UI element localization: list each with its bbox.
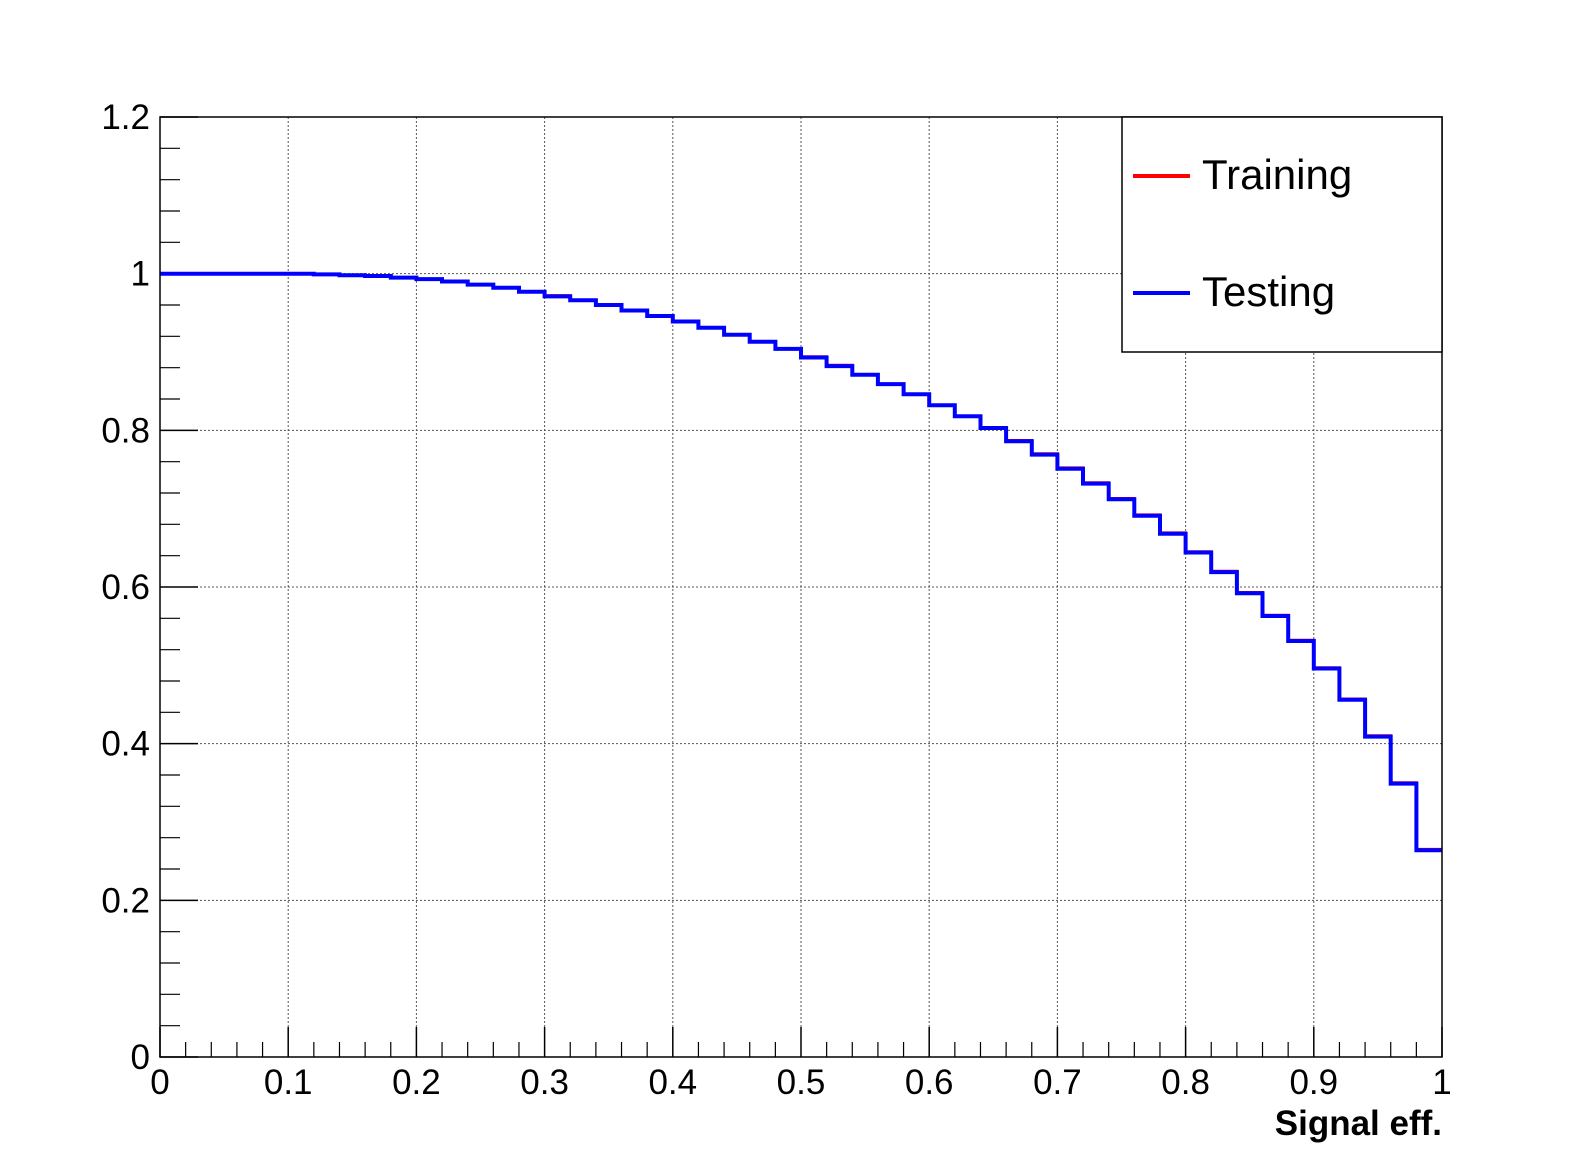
x-tick-label: 0 [150,1063,169,1102]
x-tick-label: 0.8 [1161,1063,1210,1102]
y-tick-label: 1.2 [101,98,150,137]
x-tick-label: 0.2 [392,1063,441,1102]
y-tick-label: 0.2 [101,881,150,920]
x-tick-label: 0.1 [264,1063,313,1102]
x-tick-label: 0.7 [1033,1063,1082,1102]
y-tick-label: 0.8 [101,411,150,450]
legend-box [1121,116,1443,353]
legend-label-testing: Testing [1202,268,1335,315]
y-tick-label: 0 [131,1038,150,1077]
x-tick-label: 0.9 [1289,1063,1338,1102]
x-axis-title: Signal eff. [1275,1104,1442,1143]
plot-frame [159,116,1443,1058]
y-tick-label: 0.4 [101,725,150,764]
series-lines [160,271,1442,853]
x-tick-label: 0.6 [905,1063,954,1102]
x-tick-label: 0.3 [520,1063,569,1102]
tick-labels: 0 0.1 0.2 0.3 0.4 0.5 0.6 0.7 0.8 0.9 1 0 0.2 0.4 0.6 0… [101,98,1451,1102]
legend: Training Testing [1121,116,1443,353]
x-tick-label: 0.5 [777,1063,826,1102]
y-tick-label: 0.6 [101,568,150,607]
series-line-testing [160,271,1442,853]
x-tick-label: 1 [1432,1063,1451,1102]
x-tick-label: 0.4 [648,1063,697,1102]
legend-label-training: Training [1202,151,1352,198]
y-tick-label: 1 [131,255,150,294]
